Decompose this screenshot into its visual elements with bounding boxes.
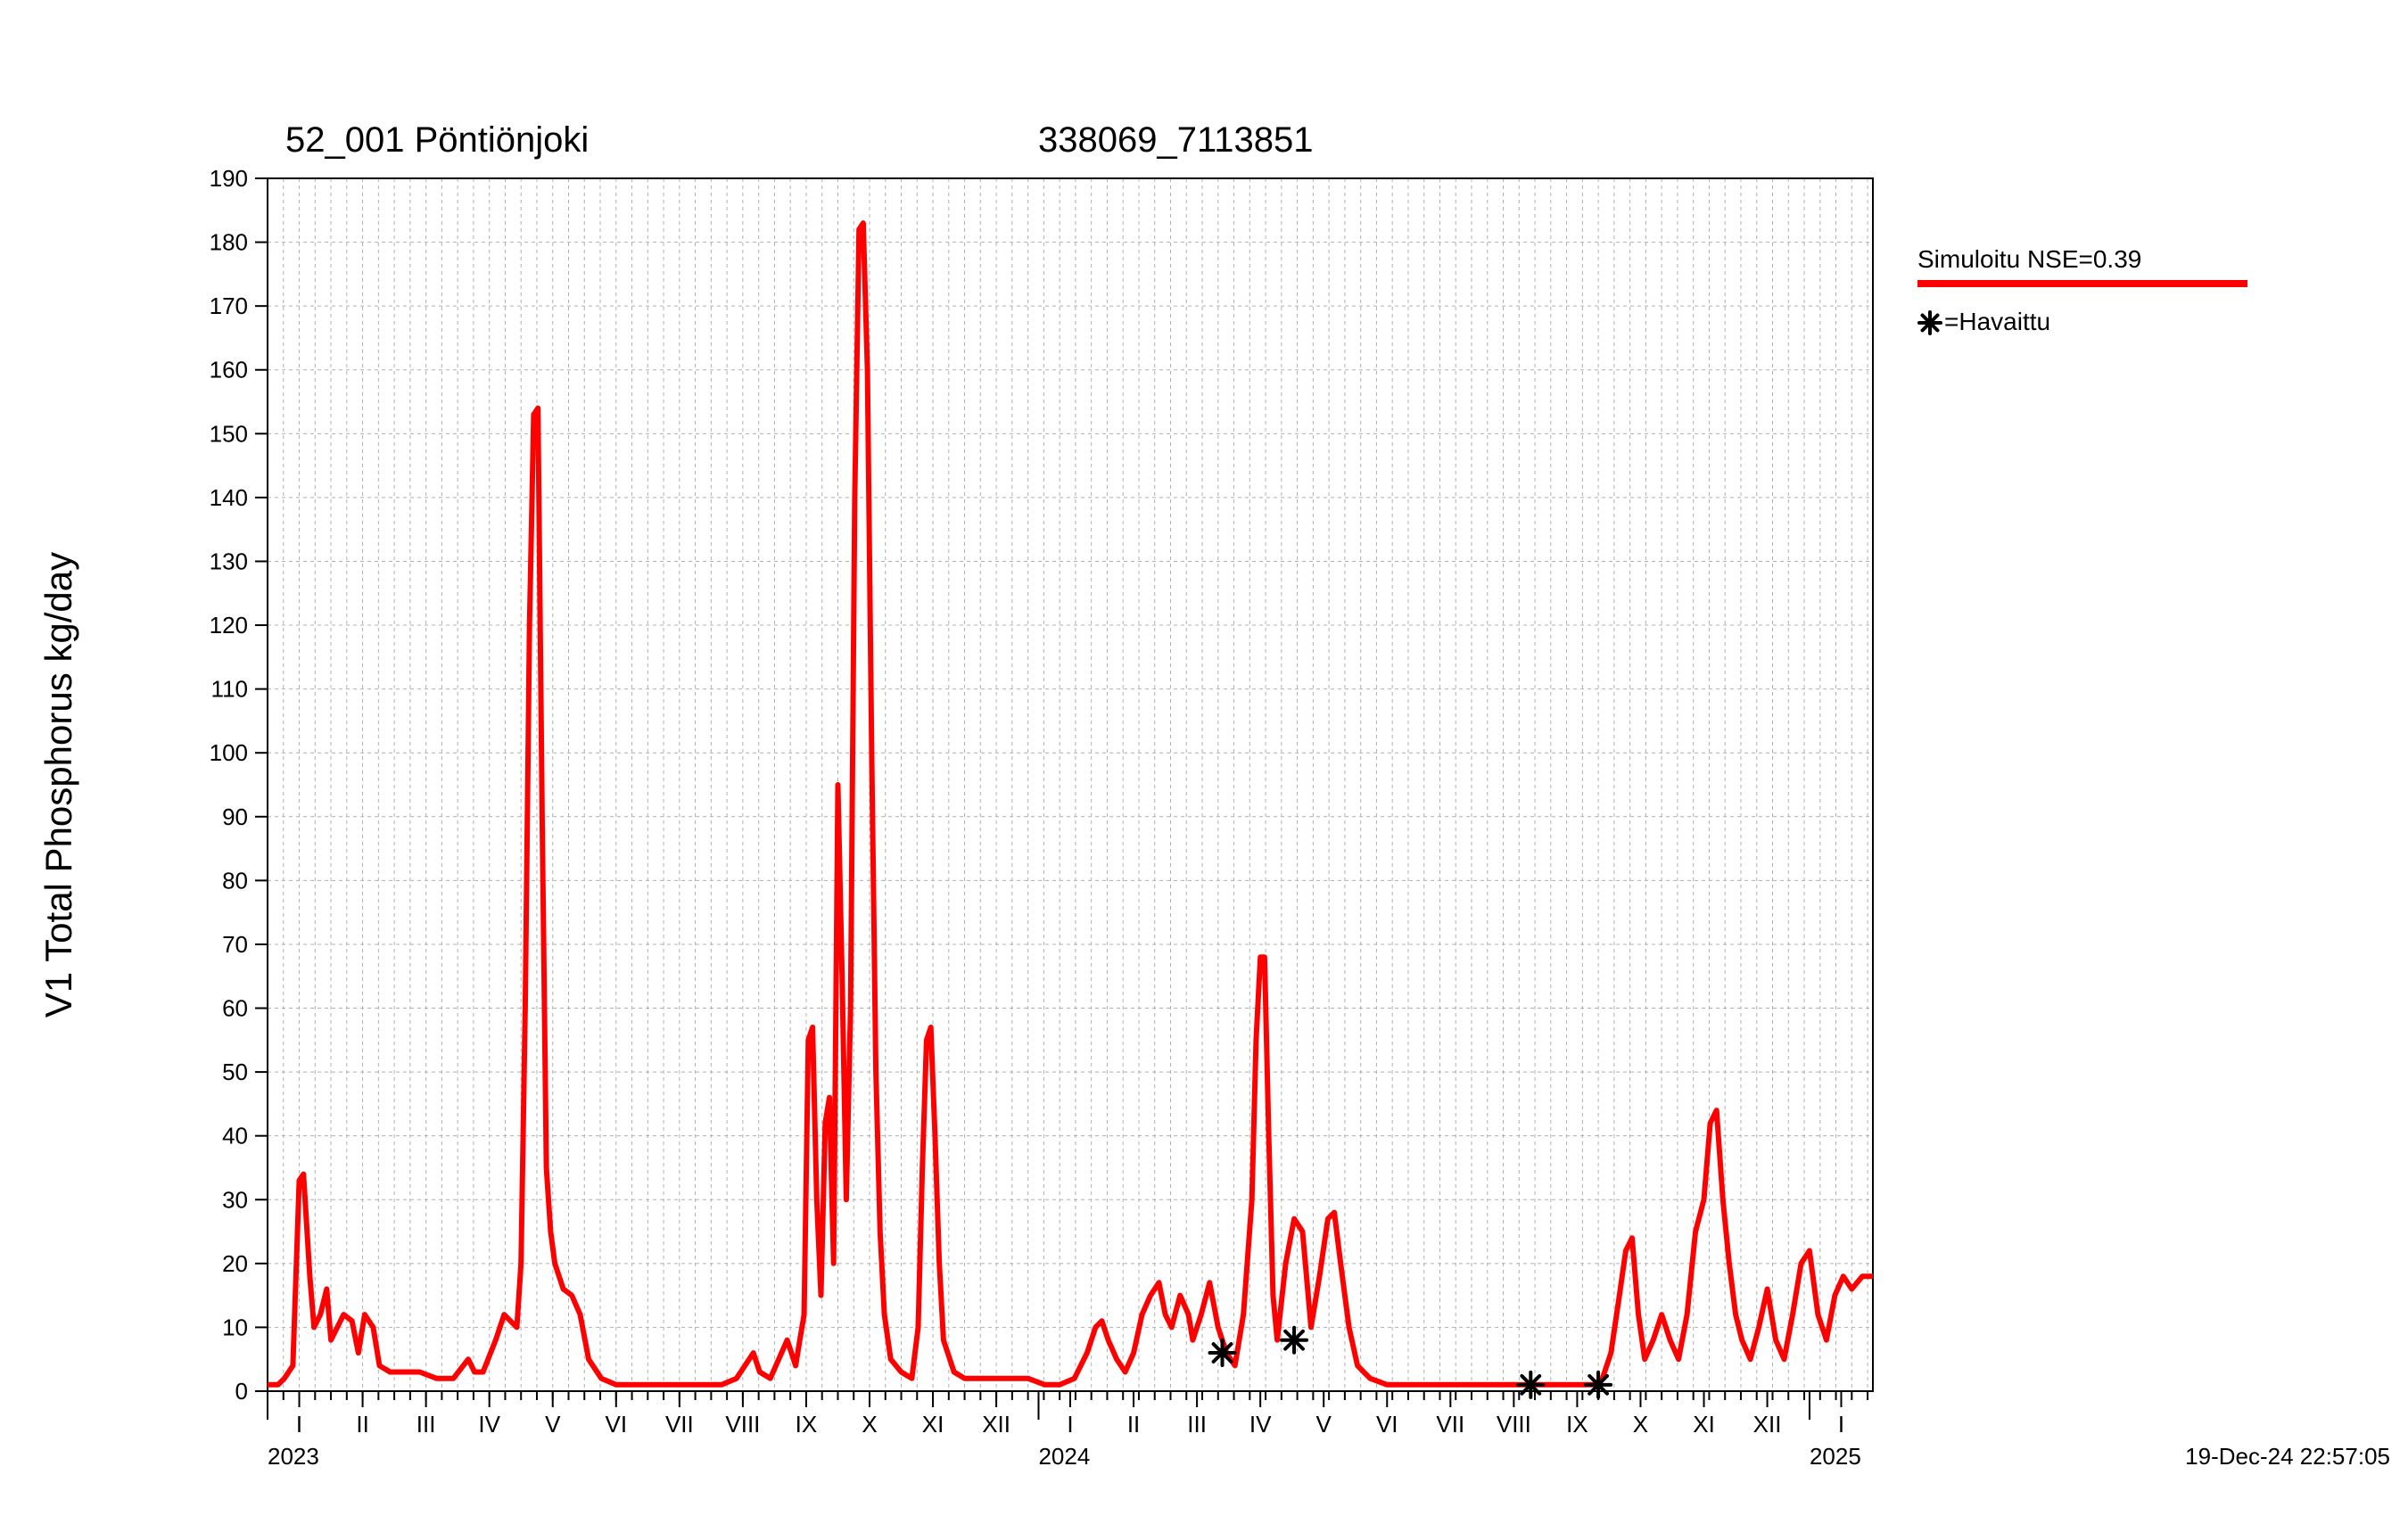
svg-text:III: III	[1187, 1411, 1207, 1438]
svg-text:90: 90	[222, 803, 248, 830]
svg-text:XII: XII	[982, 1411, 1010, 1438]
svg-text:180: 180	[210, 229, 248, 256]
svg-text:V: V	[545, 1411, 561, 1438]
legend-label-simulated: Simuloitu NSE=0.39	[1917, 245, 2141, 273]
svg-text:170: 170	[210, 292, 248, 319]
svg-text:III: III	[416, 1411, 436, 1438]
observed-marker	[1210, 1340, 1235, 1365]
svg-text:XII: XII	[1753, 1411, 1782, 1438]
svg-text:50: 50	[222, 1059, 248, 1085]
svg-text:IV: IV	[1249, 1411, 1272, 1438]
svg-text:X: X	[862, 1411, 877, 1438]
observed-marker	[1518, 1372, 1543, 1397]
svg-text:VII: VII	[1436, 1411, 1464, 1438]
svg-text:150: 150	[210, 420, 248, 447]
svg-text:II: II	[356, 1411, 368, 1438]
svg-text:120: 120	[210, 612, 248, 639]
svg-text:VII: VII	[665, 1411, 694, 1438]
chart-title-right: 338069_7113851	[1038, 120, 1313, 160]
svg-text:I: I	[1838, 1411, 1844, 1438]
svg-text:140: 140	[210, 484, 248, 511]
chart-background	[0, 0, 2408, 1516]
svg-text:IX: IX	[1566, 1411, 1588, 1438]
svg-text:XI: XI	[922, 1411, 944, 1438]
chart-container: 0 10 20 30 40 50 60 70 80 90 100 110 120 130 140 150 160…	[0, 0, 2408, 1516]
chart-svg: 0 10 20 30 40 50 60 70 80 90 100 110 120 130 140 150 160…	[0, 0, 2408, 1516]
svg-text:XI: XI	[1693, 1411, 1715, 1438]
svg-text:60: 60	[222, 995, 248, 1022]
chart-title-left: 52_001 Pöntiönjoki	[285, 120, 589, 160]
svg-text:70: 70	[222, 931, 248, 958]
svg-text:130: 130	[210, 548, 248, 574]
svg-text:VI: VI	[1376, 1411, 1398, 1438]
svg-text:190: 190	[210, 165, 248, 192]
svg-text:110: 110	[211, 676, 248, 703]
y-axis-label: V1 Total Phosphorus kg/day	[37, 552, 79, 1018]
observed-marker	[1919, 312, 1941, 334]
svg-text:100: 100	[210, 739, 248, 766]
svg-text:X: X	[1633, 1411, 1648, 1438]
observed-marker	[1282, 1328, 1307, 1353]
svg-text:II: II	[1127, 1411, 1140, 1438]
svg-text:I: I	[296, 1411, 302, 1438]
svg-text:2023: 2023	[268, 1443, 319, 1470]
svg-text:2025: 2025	[1810, 1443, 1861, 1470]
svg-text:VIII: VIII	[725, 1411, 760, 1438]
svg-text:30: 30	[222, 1186, 248, 1213]
legend-label-observed: =Havaittu	[1944, 308, 2050, 335]
svg-text:V: V	[1316, 1411, 1332, 1438]
svg-text:2024: 2024	[1038, 1443, 1090, 1470]
svg-text:40: 40	[222, 1123, 248, 1149]
svg-text:10: 10	[222, 1314, 248, 1340]
svg-text:VI: VI	[606, 1411, 628, 1438]
svg-text:160: 160	[210, 357, 248, 383]
svg-text:I: I	[1067, 1411, 1073, 1438]
timestamp-label: 19-Dec-24 22:57:05	[2185, 1443, 2390, 1470]
svg-text:20: 20	[222, 1250, 248, 1277]
svg-text:0: 0	[235, 1378, 248, 1405]
svg-text:IX: IX	[796, 1411, 818, 1438]
svg-text:IV: IV	[478, 1411, 500, 1438]
svg-text:VIII: VIII	[1497, 1411, 1531, 1438]
svg-text:80: 80	[222, 867, 248, 894]
observed-marker	[1586, 1372, 1611, 1397]
